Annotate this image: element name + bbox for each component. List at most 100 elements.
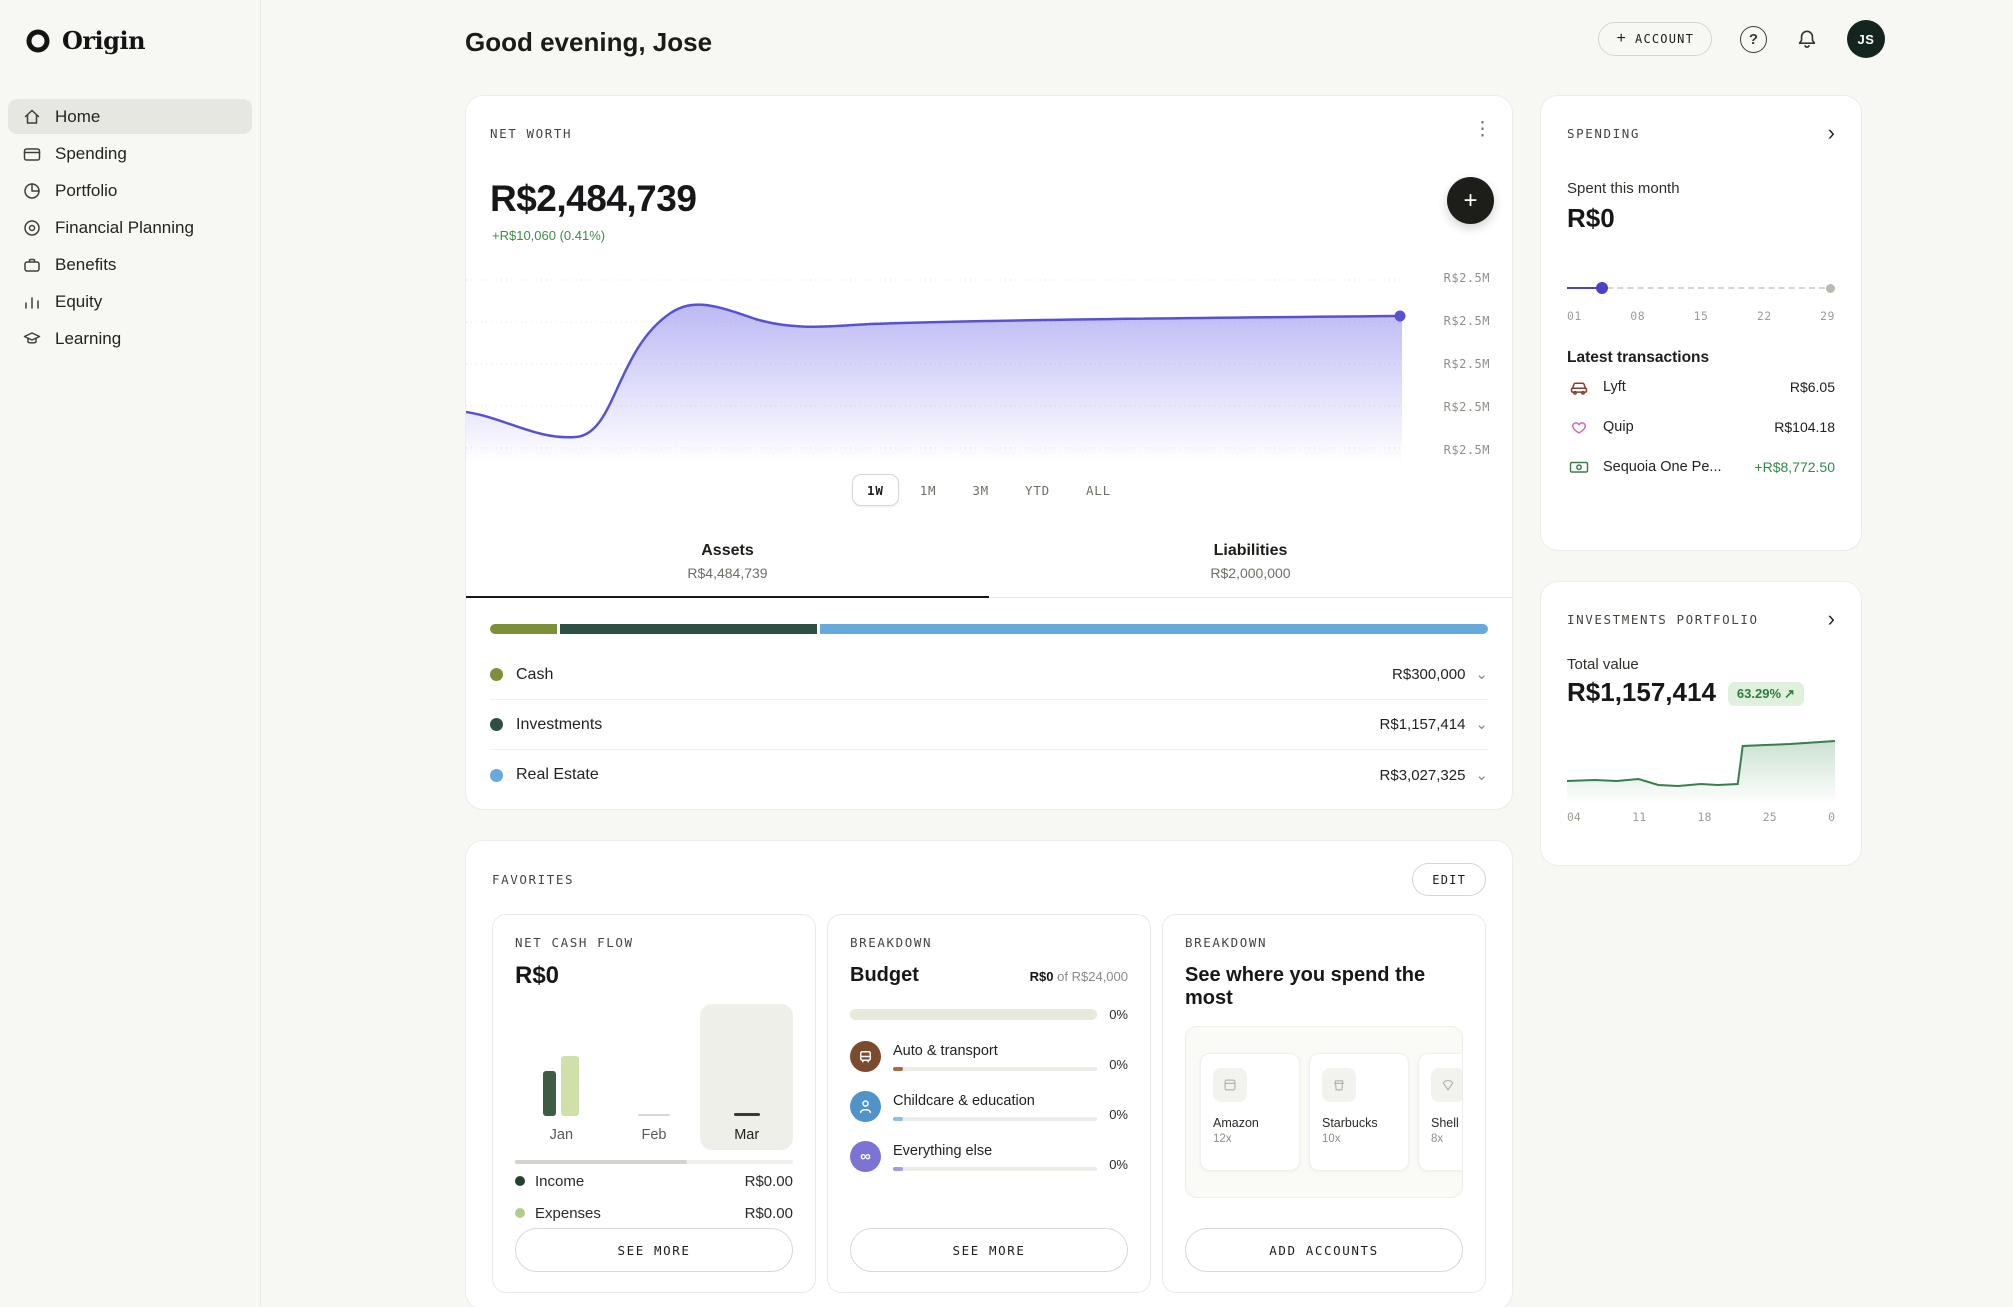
transaction-row-sequoia[interactable]: Sequoia One Pe... +R$8,772.50 — [1567, 447, 1835, 487]
range-3m-button[interactable]: 3M — [957, 474, 1004, 506]
spending-axis: 01 08 15 22 29 — [1567, 309, 1835, 323]
real-estate-segment — [820, 624, 1488, 634]
brand-name: Origin — [62, 26, 146, 55]
budget-spent: R$0 — [1029, 969, 1054, 984]
budget-overall-percent: 0% — [1109, 1007, 1128, 1022]
spending-date-slider[interactable] — [1567, 282, 1835, 295]
sidebar-item-label: Financial Planning — [55, 217, 194, 237]
edit-favorites-button[interactable]: EDIT — [1412, 863, 1486, 896]
credit-card-icon — [22, 144, 42, 164]
chart-scrollbar[interactable] — [515, 1160, 793, 1164]
range-1w-button[interactable]: 1W — [852, 474, 899, 506]
budget-widget: BREAKDOWN Budget R$0 of R$24,000 0% — [827, 914, 1151, 1293]
add-asset-button[interactable]: + — [1447, 177, 1494, 224]
budget-category-auto[interactable]: Auto & transport 0% — [850, 1041, 1128, 1072]
zero-dash — [638, 1113, 670, 1116]
asset-row-real-estate[interactable]: Real Estate R$3,027,325 ⌄ — [490, 750, 1488, 800]
change-percent: 63.29% — [1736, 686, 1781, 701]
slider-handle[interactable] — [1595, 282, 1608, 294]
transaction-row-quip[interactable]: Quip R$104.18 — [1567, 407, 1835, 447]
sidebar-item-spending[interactable]: Spending — [8, 136, 252, 171]
investments-change-badge: 63.29% ↗ — [1727, 681, 1804, 706]
slider-progress — [1567, 287, 1602, 289]
net-cash-flow-widget: NET CASH FLOW R$0 Jan Feb — [492, 914, 816, 1293]
net-worth-chart: R$2.5M R$2.5M R$2.5M R$2.5M R$2.5M — [466, 258, 1512, 463]
avatar[interactable]: JS — [1847, 20, 1885, 58]
add-accounts-button[interactable]: ADD ACCOUNTS — [1185, 1228, 1463, 1272]
category-label: Auto & transport — [893, 1042, 998, 1059]
tab-liabilities[interactable]: Liabilities R$2,000,000 — [989, 534, 1512, 597]
range-all-button[interactable]: ALL — [1071, 474, 1126, 506]
chevron-right-icon[interactable]: › — [1827, 606, 1835, 631]
net-worth-area-chart — [466, 279, 1408, 463]
y-axis-label: R$2.5M — [1443, 443, 1490, 457]
chevron-right-icon[interactable]: › — [1827, 120, 1835, 145]
category-percent: 0% — [1109, 1057, 1128, 1072]
sidebar-item-equity[interactable]: Equity — [8, 284, 252, 319]
month-column-feb[interactable]: Feb — [608, 1004, 701, 1150]
merchants-tiles: Amazon 12x Starbucks 10x — [1185, 1026, 1463, 1198]
tab-assets[interactable]: Assets R$4,484,739 — [466, 534, 989, 598]
income-bar — [543, 1071, 557, 1116]
net-cash-flow-label: NET CASH FLOW — [515, 935, 634, 950]
budget-category-everything-else[interactable]: ∞ Everything else 0% — [850, 1141, 1128, 1172]
budget-see-more-button[interactable]: SEE MORE — [850, 1228, 1128, 1272]
merchants-section-label: BREAKDOWN — [1185, 935, 1268, 950]
slider-track — [1567, 287, 1835, 289]
merchant-tile-amazon[interactable]: Amazon 12x — [1200, 1053, 1300, 1171]
axis-label: 18 — [1697, 810, 1712, 824]
asset-label: Cash — [516, 665, 554, 683]
help-button[interactable]: ? — [1740, 25, 1767, 53]
transaction-row-lyft[interactable]: Lyft R$6.05 — [1567, 367, 1835, 407]
asset-row-investments[interactable]: Investments R$1,157,414 ⌄ — [490, 700, 1488, 750]
axis-label: 08 — [1630, 309, 1646, 323]
amazon-icon — [1213, 1068, 1247, 1102]
pie-chart-icon — [22, 181, 42, 201]
merchant-tile-starbucks[interactable]: Starbucks 10x — [1309, 1053, 1409, 1171]
axis-label: 25 — [1762, 810, 1777, 824]
axis-label: 04 — [1567, 810, 1581, 824]
sidebar-item-home[interactable]: Home — [8, 99, 252, 134]
net-cash-flow-chart: Jan Feb Mar — [515, 1004, 794, 1150]
sidebar-item-financial-planning[interactable]: Financial Planning — [8, 210, 252, 245]
net-cash-flow-amount: R$0 — [515, 962, 560, 989]
slider-end-dot — [1826, 283, 1835, 293]
asset-row-cash[interactable]: Cash R$300,000 ⌄ — [490, 650, 1488, 700]
asset-label: Investments — [516, 715, 603, 733]
category-percent: 0% — [1109, 1157, 1128, 1172]
trend-up-icon: ↗ — [1784, 685, 1795, 701]
sidebar-item-label: Equity — [55, 291, 103, 311]
month-label: Jan — [549, 1127, 574, 1143]
brand-logo[interactable]: Origin — [0, 26, 260, 55]
y-axis-label: R$2.5M — [1443, 357, 1490, 371]
chart-scrollbar-thumb[interactable] — [515, 1160, 688, 1164]
notifications-button[interactable] — [1795, 27, 1819, 51]
shell-icon — [1431, 1068, 1462, 1102]
sidebar-item-benefits[interactable]: Benefits — [8, 247, 252, 282]
asset-value: R$1,157,414 — [1379, 716, 1466, 733]
kebab-menu-icon: ⋮ — [1473, 119, 1492, 140]
cash-segment — [490, 624, 557, 634]
net-cash-flow-see-more-button[interactable]: SEE MORE — [515, 1228, 793, 1272]
chevron-down-icon: ⌄ — [1475, 766, 1488, 784]
merchant-tile-shell[interactable]: Shell 8x — [1418, 1053, 1462, 1171]
sidebar-item-portfolio[interactable]: Portfolio — [8, 173, 252, 208]
chevron-down-icon: ⌄ — [1475, 716, 1488, 733]
asset-value: R$300,000 — [1392, 666, 1466, 683]
expenses-dot-icon — [515, 1208, 525, 1218]
range-1m-button[interactable]: 1M — [905, 474, 952, 506]
range-ytd-button[interactable]: YTD — [1010, 474, 1065, 506]
category-percent: 0% — [1109, 1107, 1128, 1122]
add-account-button[interactable]: + ACCOUNT — [1598, 22, 1712, 56]
axis-label: 01 — [1567, 309, 1582, 323]
month-column-mar[interactable]: Mar — [700, 1004, 794, 1150]
budget-category-childcare[interactable]: Childcare & education 0% — [850, 1091, 1128, 1122]
tab-assets-label: Assets — [701, 542, 754, 559]
tab-liabilities-value: R$2,000,000 — [1210, 565, 1291, 581]
sidebar-item-learning[interactable]: Learning — [8, 321, 252, 356]
net-worth-menu-button[interactable]: ⋮ — [1473, 118, 1492, 141]
month-column-jan[interactable]: Jan — [515, 1004, 608, 1150]
real-estate-dot-icon — [490, 768, 503, 782]
plus-icon: + — [1463, 186, 1478, 214]
